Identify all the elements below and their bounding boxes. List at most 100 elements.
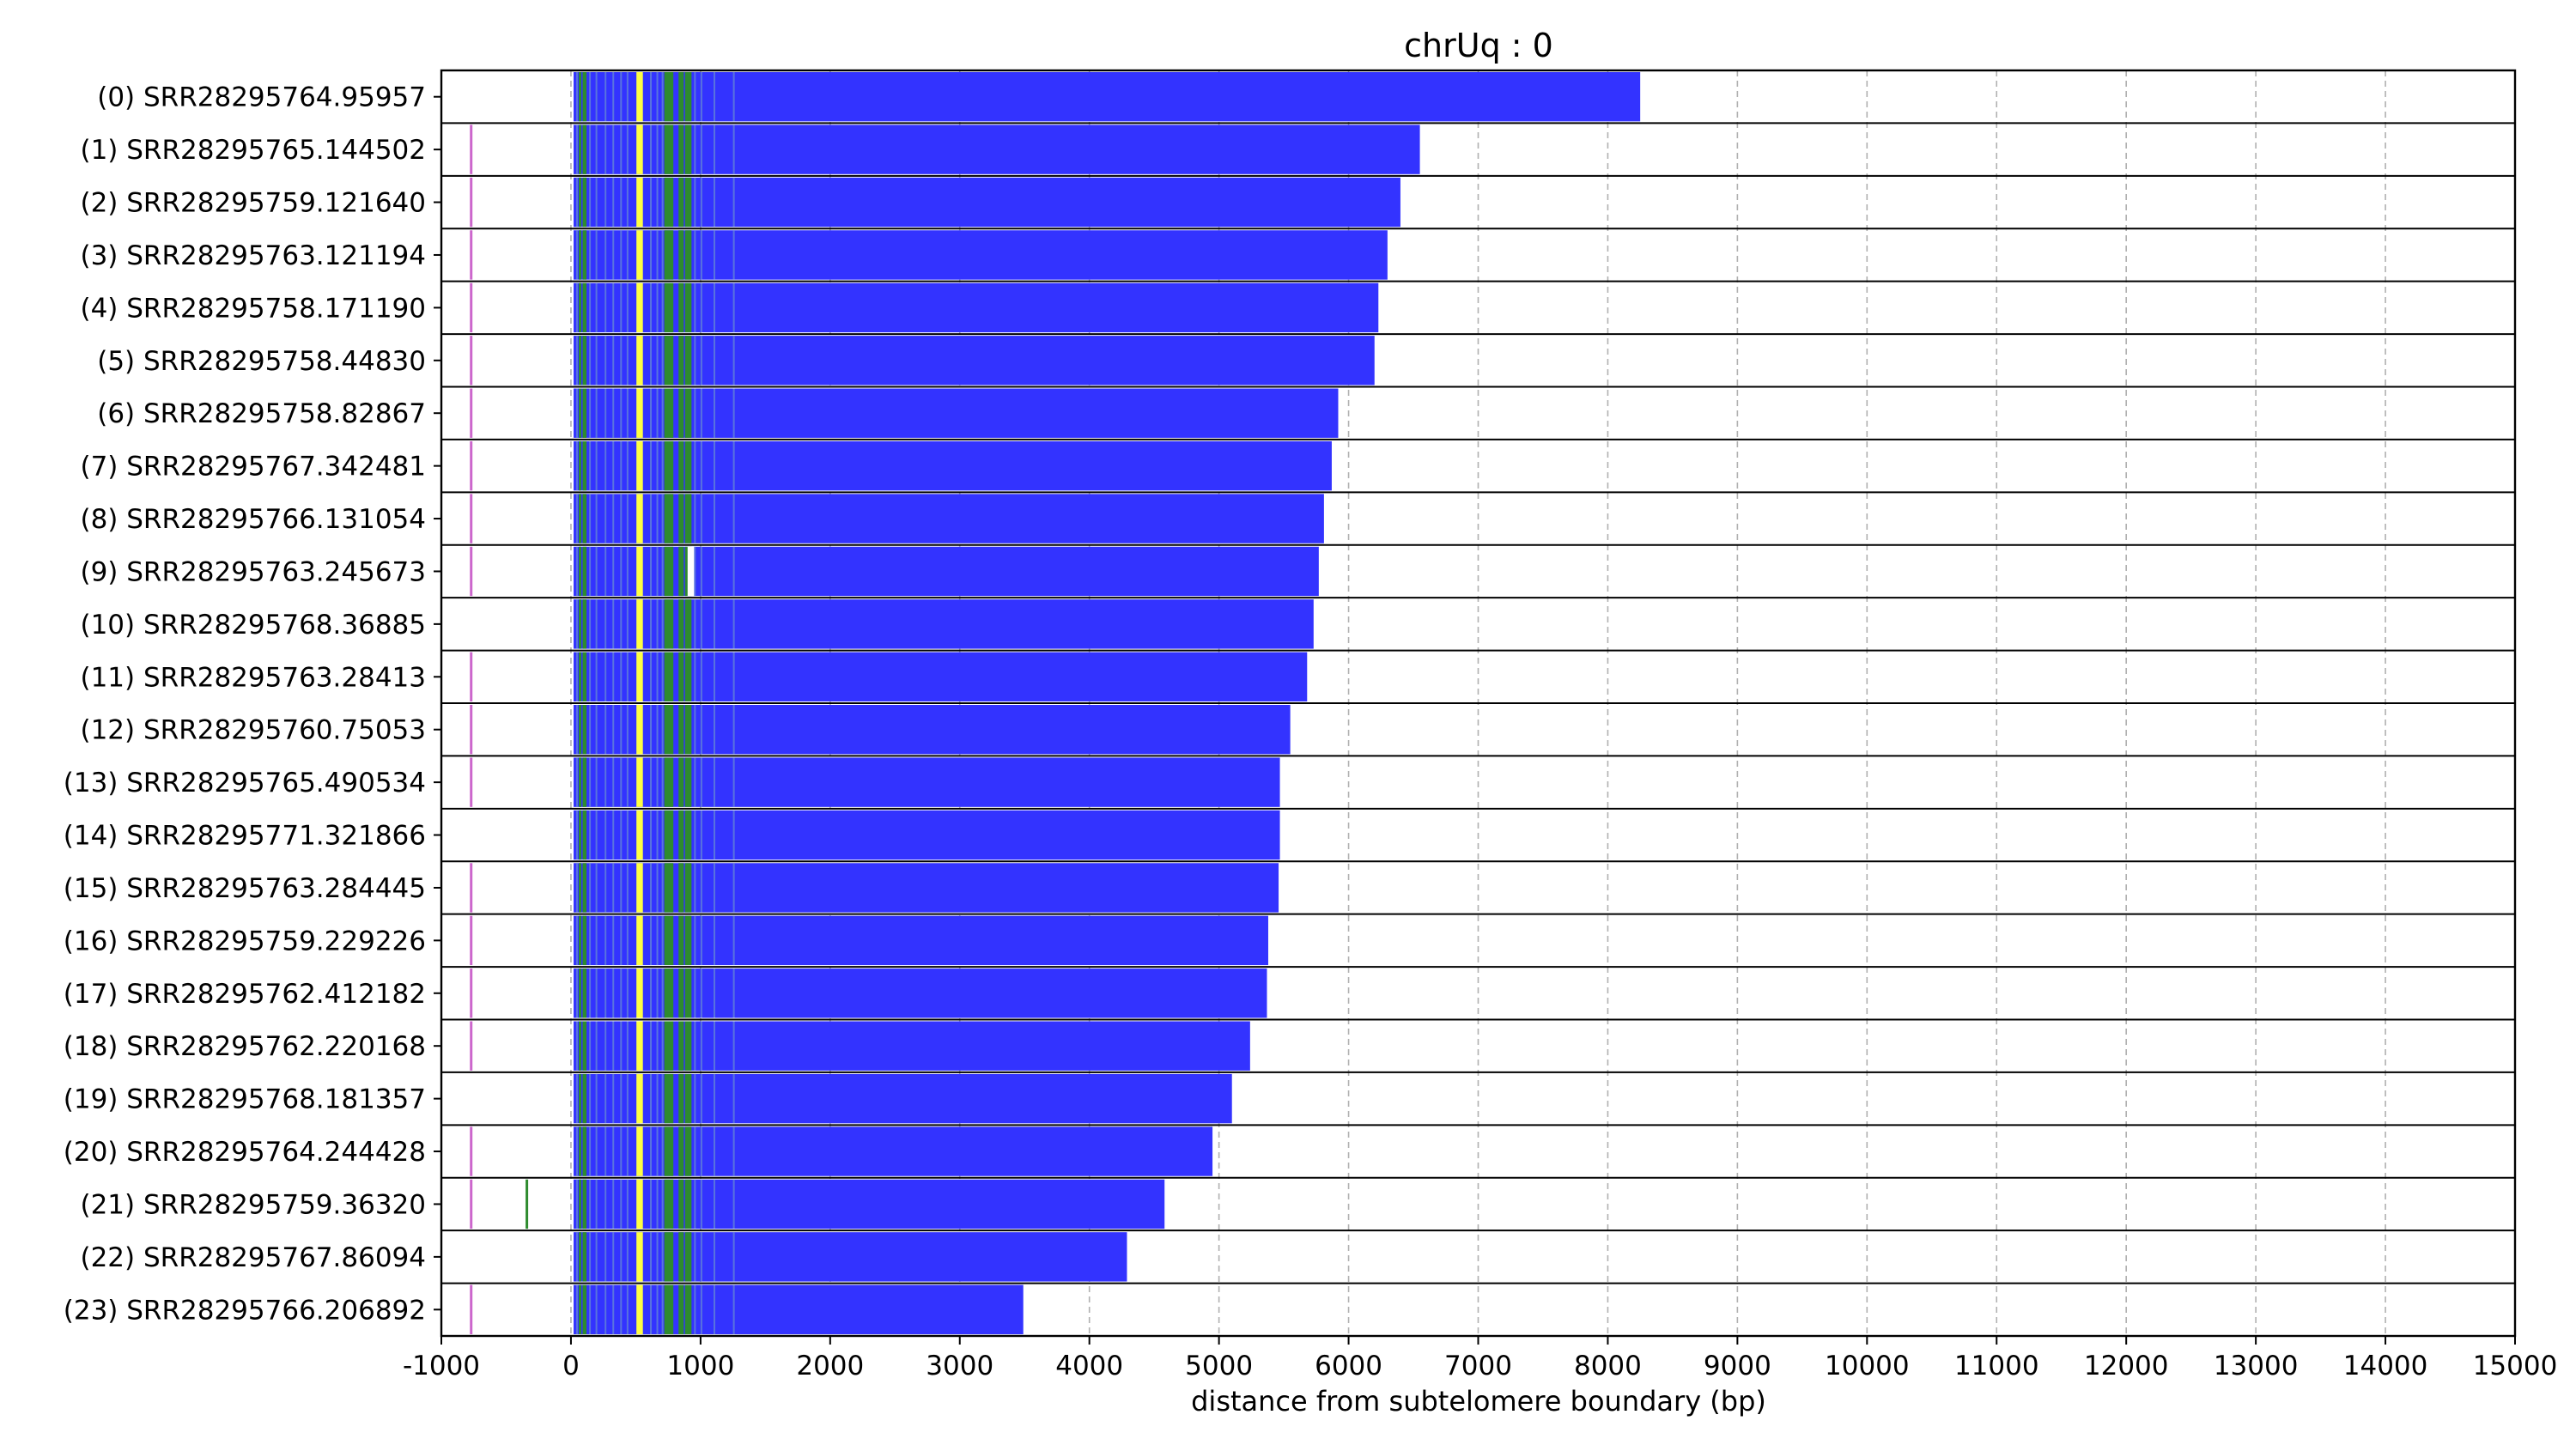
read-row — [441, 122, 2515, 174]
segment-boundary — [700, 757, 702, 807]
subtelomere-green-segment — [678, 1073, 684, 1124]
x-tick-label: 14000 — [2343, 1351, 2428, 1381]
segment-boundary — [575, 1021, 578, 1071]
read-bar — [573, 968, 1267, 1018]
read-start-marker — [470, 388, 473, 438]
segment-boundary — [626, 599, 629, 649]
segment-boundary — [661, 1021, 664, 1071]
subtelomere-green-segment — [578, 388, 582, 438]
subtelomere-yellow-segment — [636, 282, 643, 333]
segment-boundary — [626, 177, 629, 228]
segment-boundary — [575, 1179, 578, 1229]
x-tick-label: 4000 — [1055, 1351, 1123, 1381]
subtelomere-green-segment — [684, 863, 692, 913]
subtelomere-green-segment — [582, 546, 587, 597]
segment-boundary — [626, 810, 629, 860]
segment-boundary — [589, 757, 592, 807]
segment-boundary — [694, 72, 696, 122]
segment-boundary — [650, 1126, 653, 1176]
subtelomere-green-segment — [578, 810, 582, 860]
subtelomere-yellow-segment — [636, 915, 643, 966]
segment-boundary — [694, 124, 696, 174]
subtelomere-green-segment — [678, 863, 684, 913]
segment-boundary — [713, 757, 715, 807]
segment-boundary — [620, 810, 623, 860]
subtelomere-green-segment — [582, 810, 587, 860]
read-row — [441, 70, 2515, 122]
segment-boundary — [732, 705, 735, 755]
segment-boundary — [650, 388, 653, 438]
segment-boundary — [612, 388, 615, 438]
segment-boundary — [650, 1073, 653, 1124]
segment-boundary — [589, 1073, 592, 1124]
segment-boundary — [575, 124, 578, 174]
segment-boundary — [700, 546, 702, 597]
segment-boundary — [612, 440, 615, 491]
y-tick-label: (1) SRR28295765.144502 — [80, 135, 426, 166]
y-tick-label: (21) SRR28295759.36320 — [80, 1189, 426, 1220]
subtelomere-yellow-segment — [636, 810, 643, 860]
subtelomere-green-segment — [684, 72, 692, 122]
segment-boundary — [589, 705, 592, 755]
segment-boundary — [732, 177, 735, 228]
x-tick-label: 3000 — [926, 1351, 993, 1381]
segment-boundary — [626, 230, 629, 280]
subtelomere-green-segment — [664, 599, 674, 649]
segment-boundary — [626, 388, 629, 438]
subtelomere-green-segment — [684, 177, 692, 228]
segment-boundary — [650, 336, 653, 386]
segment-boundary — [612, 1284, 615, 1334]
subtelomere-green-segment — [582, 336, 587, 386]
segment-boundary — [595, 1232, 598, 1282]
y-tick-label: (9) SRR28295763.245673 — [80, 556, 426, 587]
segment-boundary — [656, 177, 659, 228]
segment-boundary — [575, 336, 578, 386]
segment-boundary — [589, 1021, 592, 1071]
segment-boundary — [620, 336, 623, 386]
subtelomere-green-segment — [582, 177, 587, 228]
subtelomere-green-segment — [664, 1021, 674, 1071]
subtelomere-green-segment — [664, 177, 674, 228]
x-tick-label: 2000 — [796, 1351, 864, 1381]
subtelomere-green-segment — [664, 546, 674, 597]
x-tick-label: 13000 — [2214, 1351, 2299, 1381]
subtelomere-yellow-segment — [636, 1126, 643, 1176]
read-bar — [573, 546, 1319, 597]
segment-boundary — [605, 124, 607, 174]
segment-boundary — [732, 599, 735, 649]
segment-boundary — [626, 652, 629, 701]
segment-boundary — [700, 1232, 702, 1282]
read-bar — [573, 1021, 1250, 1071]
segment-boundary — [661, 810, 664, 860]
segment-boundary — [650, 968, 653, 1018]
segment-boundary — [700, 282, 702, 333]
subtelomere-green-segment — [684, 1232, 692, 1282]
subtelomere-green-segment — [678, 440, 684, 491]
segment-boundary — [589, 1232, 592, 1282]
segment-boundary — [589, 282, 592, 333]
segment-boundary — [713, 863, 715, 913]
segment-boundary — [694, 1126, 696, 1176]
read-start-marker — [470, 652, 473, 701]
segment-boundary — [694, 282, 696, 333]
segment-boundary — [661, 1284, 664, 1334]
read-start-marker — [470, 336, 473, 386]
read-start-marker — [470, 177, 473, 228]
segment-boundary — [626, 1021, 629, 1071]
segment-boundary — [575, 230, 578, 280]
x-tick-label: 6000 — [1315, 1351, 1382, 1381]
segment-boundary — [661, 757, 664, 807]
segment-boundary — [713, 1073, 715, 1124]
subtelomere-green-segment — [582, 863, 587, 913]
segment-boundary — [713, 705, 715, 755]
segment-boundary — [700, 124, 702, 174]
segment-boundary — [713, 177, 715, 228]
segment-boundary — [620, 124, 623, 174]
subtelomere-yellow-segment — [636, 757, 643, 807]
segment-boundary — [732, 282, 735, 333]
segment-boundary — [595, 546, 598, 597]
segment-boundary — [732, 336, 735, 386]
read-bar — [573, 124, 1420, 174]
segment-boundary — [595, 915, 598, 966]
segment-boundary — [595, 494, 598, 543]
